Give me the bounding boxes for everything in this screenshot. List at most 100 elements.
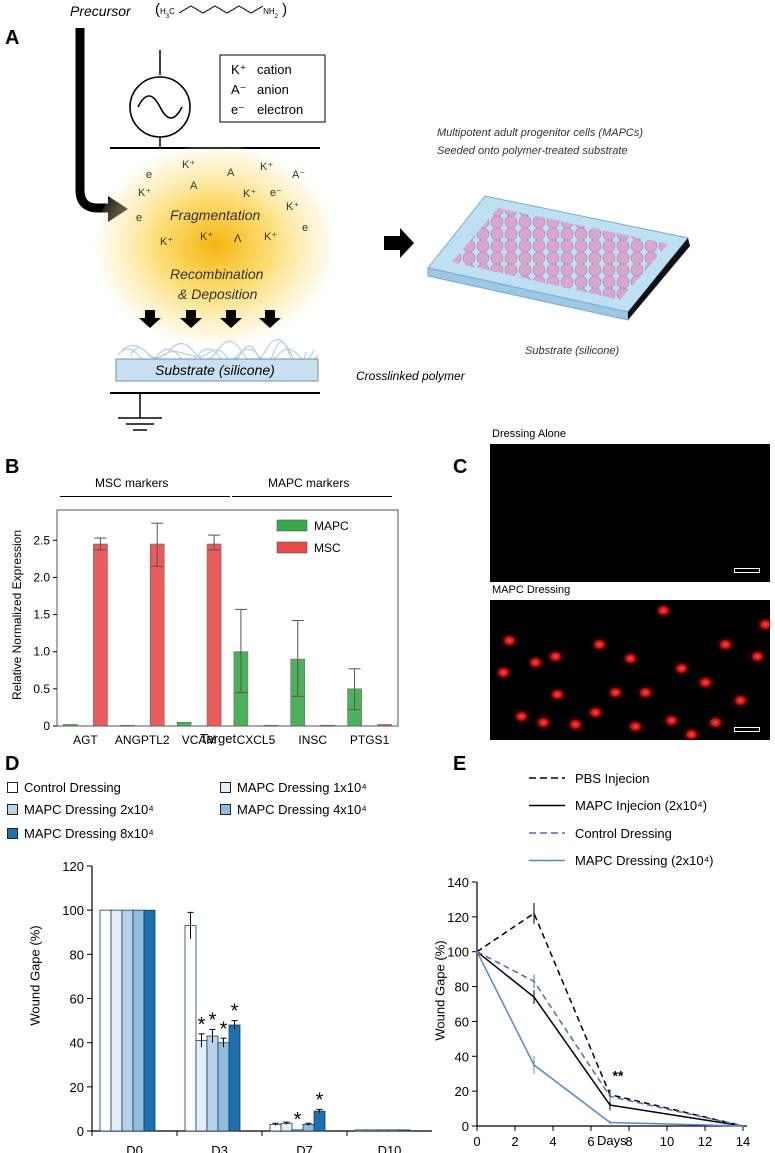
x-tick-label: D3 [211,1143,228,1153]
significance-asterisk: * [231,1001,239,1023]
data-point [533,980,535,983]
y-tick-label: 0.5 [33,682,50,696]
panel-e-legend [529,777,565,862]
ion: e [136,212,143,224]
legend-item: MAPC Dressing 2x10⁴ [7,802,154,817]
fluorescent-nucleus [760,620,770,629]
ion: e [302,222,309,234]
x-tick-label: INSC [298,733,327,747]
mapc-dressing-image [490,600,770,740]
series-line [476,951,744,1127]
series-line [476,951,744,1127]
bar [119,724,135,727]
ion: K⁺ [286,201,300,213]
substrate-left-label: Substrate (silicone) [155,362,275,378]
x-tick-label: 8 [625,1134,632,1149]
panel-e-ylabel: Wound Gape (%) [432,940,448,1041]
precursor-formula: (H3C NH2 ) [155,1,288,20]
significance-asterisk: * [316,1089,324,1111]
ion: K⁺ [264,231,278,243]
ion: e⁻ [270,187,282,199]
crosslinked-polymer-label: Crosslinked polymer [356,369,465,383]
ion: K⁺ [138,187,152,199]
significance-asterisk: * [209,1009,217,1031]
ion-legend-row: e⁻ electron [231,102,304,117]
bar [228,1024,241,1132]
bar [184,925,197,1132]
fluorescent-nucleus [538,718,549,727]
data-point [609,1104,611,1106]
plot-frame [56,509,399,727]
panel-b-ylabel: Relative Normalized Expression [10,529,24,701]
precursor-arrow [75,28,110,213]
bar [263,724,279,727]
x-tick-label: 10 [660,1134,674,1149]
y-tick-label: 60 [70,992,84,1007]
legend-swatch [220,804,231,815]
data-point [742,1125,744,1127]
y-tick-label: 140 [447,875,469,890]
data-point [476,950,478,953]
bar [280,1122,293,1132]
y-tick-label: 20 [70,1080,84,1095]
bar [398,1129,411,1132]
panel-label-e: E [453,753,467,775]
series-line [476,951,744,1127]
x-tick-label: AGT [73,733,98,747]
legend-swatch [220,782,231,793]
panel-label-a: A [5,27,20,49]
y-tick-label: 80 [455,980,469,995]
ion: K⁺ [160,236,174,248]
ion: K⁺ [243,188,257,200]
fluorescent-nucleus [594,640,605,649]
fluorescent-nucleus [720,640,731,649]
y-tick-label: 80 [70,947,84,962]
bar [143,909,156,1132]
bar [121,909,134,1132]
panel-e-chart: 0 20 40 60 80 100 120 140 0 2 4 6 8 10 12 14 ** [447,875,750,1149]
bar [149,543,165,727]
bar [110,909,123,1132]
panel-label-c: C [453,456,468,478]
bar [313,1110,326,1132]
deposition-label: & Deposition [178,286,258,302]
scale-bar [734,727,760,732]
fluorescent-nucleus [658,606,669,615]
legend-swatch [7,804,18,815]
fluorescent-nucleus [498,668,509,677]
significance-annotation: ** [613,1068,624,1084]
ion: A [227,167,235,179]
panel-b-chart: 0 0.5 1.0 1.5 2.0 2.5 AGT ANGPTL2 VCAM CXCL5 INSC P… [33,509,399,747]
ion: K⁺ [200,231,214,243]
y-tick-label: 2.0 [33,570,50,584]
x-tick-label: 0 [473,1134,480,1149]
bar [99,909,112,1132]
ion: K⁺ [182,159,196,171]
y-tick-label: 100 [447,945,469,960]
bar [377,724,392,727]
precursor-label: Precursor [70,3,131,19]
fluorescent-nucleus [504,636,515,645]
series-line [476,912,744,1127]
fluorescent-nucleus [530,658,541,667]
fluorescent-nucleus [686,730,697,739]
msc-markers-label: MSC markers [95,476,169,490]
data-point [533,996,535,998]
y-tick-label: 40 [455,1049,469,1064]
ground-icon [118,417,162,431]
fragmentation-label: Fragmentation [170,207,261,223]
ion-legend: K⁺ cation A⁻ anion e⁻ electron [231,60,303,120]
ion-legend-box [219,54,326,123]
fluorescent-nucleus [550,652,561,661]
y-tick-label: 120 [62,859,84,874]
fluorescent-nucleus [590,708,601,717]
fluorescent-nucleus [552,690,563,699]
bar [320,724,336,727]
legend-label: Control Dressing [575,826,672,841]
bar [217,1042,230,1132]
data-point [609,1095,611,1098]
x-tick-label: 12 [698,1134,712,1149]
y-tick-label: 120 [447,910,469,925]
y-tick-label: 0 [77,1124,84,1139]
